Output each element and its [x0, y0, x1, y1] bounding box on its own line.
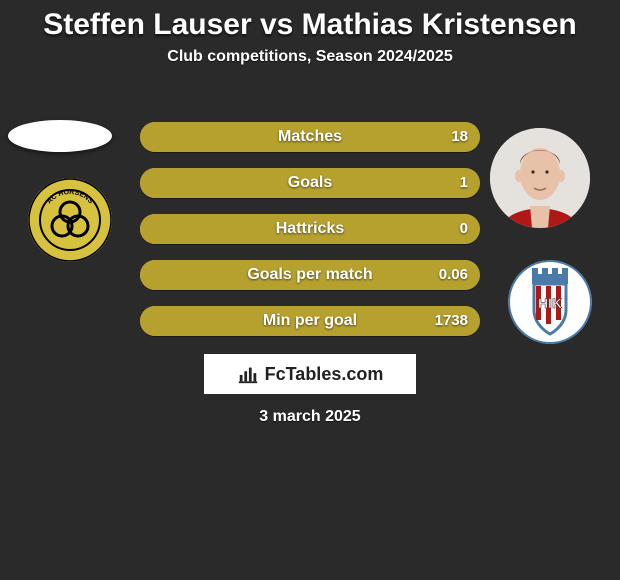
left-club-badge: AC HORSENS — [28, 178, 112, 262]
stat-value-right: 18 — [451, 122, 468, 152]
brand-box: FcTables.com — [204, 354, 416, 394]
page-title: Steffen Lauser vs Mathias Kristensen — [0, 0, 620, 42]
page-subtitle: Club competitions, Season 2024/2025 — [0, 48, 620, 66]
stat-row: Goals1 — [140, 168, 480, 198]
stat-value-right: 1 — [460, 168, 468, 198]
stat-row: Min per goal1738 — [140, 306, 480, 336]
right-club-badge: HIK — [508, 260, 592, 344]
infographic-root: Steffen Lauser vs Mathias Kristensen Clu… — [0, 0, 620, 580]
stat-value-right: 0 — [460, 214, 468, 244]
stats-area: Matches18 Goals1 Hattricks0 Goals per match… — [140, 122, 480, 352]
stat-label: Matches — [140, 122, 480, 152]
chart-bars-icon — [237, 363, 259, 385]
right-player-photo — [490, 128, 590, 228]
stat-value-right: 1738 — [435, 306, 468, 336]
left-player-photo-placeholder — [8, 120, 112, 152]
stat-value-right: 0.06 — [439, 260, 468, 290]
stat-row: Hattricks0 — [140, 214, 480, 244]
stat-label: Goals per match — [140, 260, 480, 290]
stat-label: Hattricks — [140, 214, 480, 244]
stat-row: Matches18 — [140, 122, 480, 152]
stat-label: Min per goal — [140, 306, 480, 336]
svg-text:HIK: HIK — [538, 295, 562, 311]
right-player-icon — [490, 128, 590, 228]
right-club-icon: HIK — [508, 260, 592, 344]
stat-row: Goals per match0.06 — [140, 260, 480, 290]
stat-label: Goals — [140, 168, 480, 198]
date-text: 3 march 2025 — [0, 408, 620, 426]
brand-text: FcTables.com — [265, 364, 384, 385]
left-club-icon: AC HORSENS — [28, 178, 112, 262]
